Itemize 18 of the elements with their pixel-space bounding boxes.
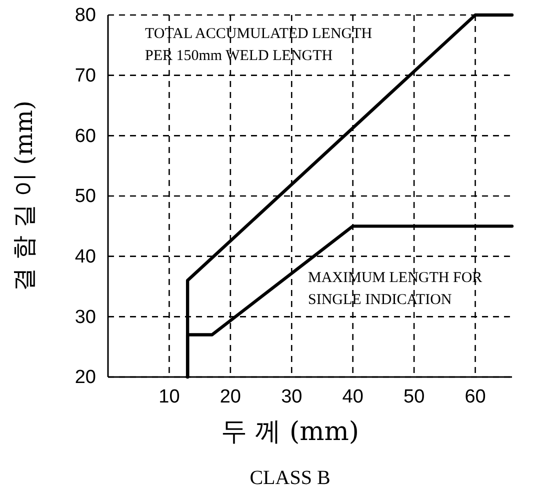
- y-tick-label: 70: [74, 65, 96, 86]
- x-tick-label: 50: [403, 386, 425, 408]
- y-tick-label: 30: [74, 306, 96, 328]
- y-tick-label: 40: [74, 246, 96, 268]
- x-tick-label: 40: [342, 386, 364, 408]
- y-tick-label: 60: [74, 126, 96, 147]
- x-tick-label: 10: [158, 386, 180, 408]
- x-axis-title: 두 께 (mm): [220, 417, 360, 447]
- y-axis-title: 결 함 길 이 (mm): [10, 100, 38, 292]
- y-tick-label: 50: [74, 186, 96, 208]
- x-tick-label: 20: [220, 386, 241, 408]
- series-label: MAXIMUM LENGTH FOR SINGLE INDICATION: [308, 270, 482, 308]
- text: TOTAL ACCUMULATED LENGTH PER 150mm WELD LENGTH: [145, 26, 372, 64]
- x-tick-label: 30: [281, 386, 302, 408]
- y-tick-label: 80: [74, 5, 96, 26]
- x-tick-label: 60: [464, 386, 486, 408]
- text: CLASS B: [250, 467, 330, 489]
- y-tick-label: 20: [74, 367, 96, 388]
